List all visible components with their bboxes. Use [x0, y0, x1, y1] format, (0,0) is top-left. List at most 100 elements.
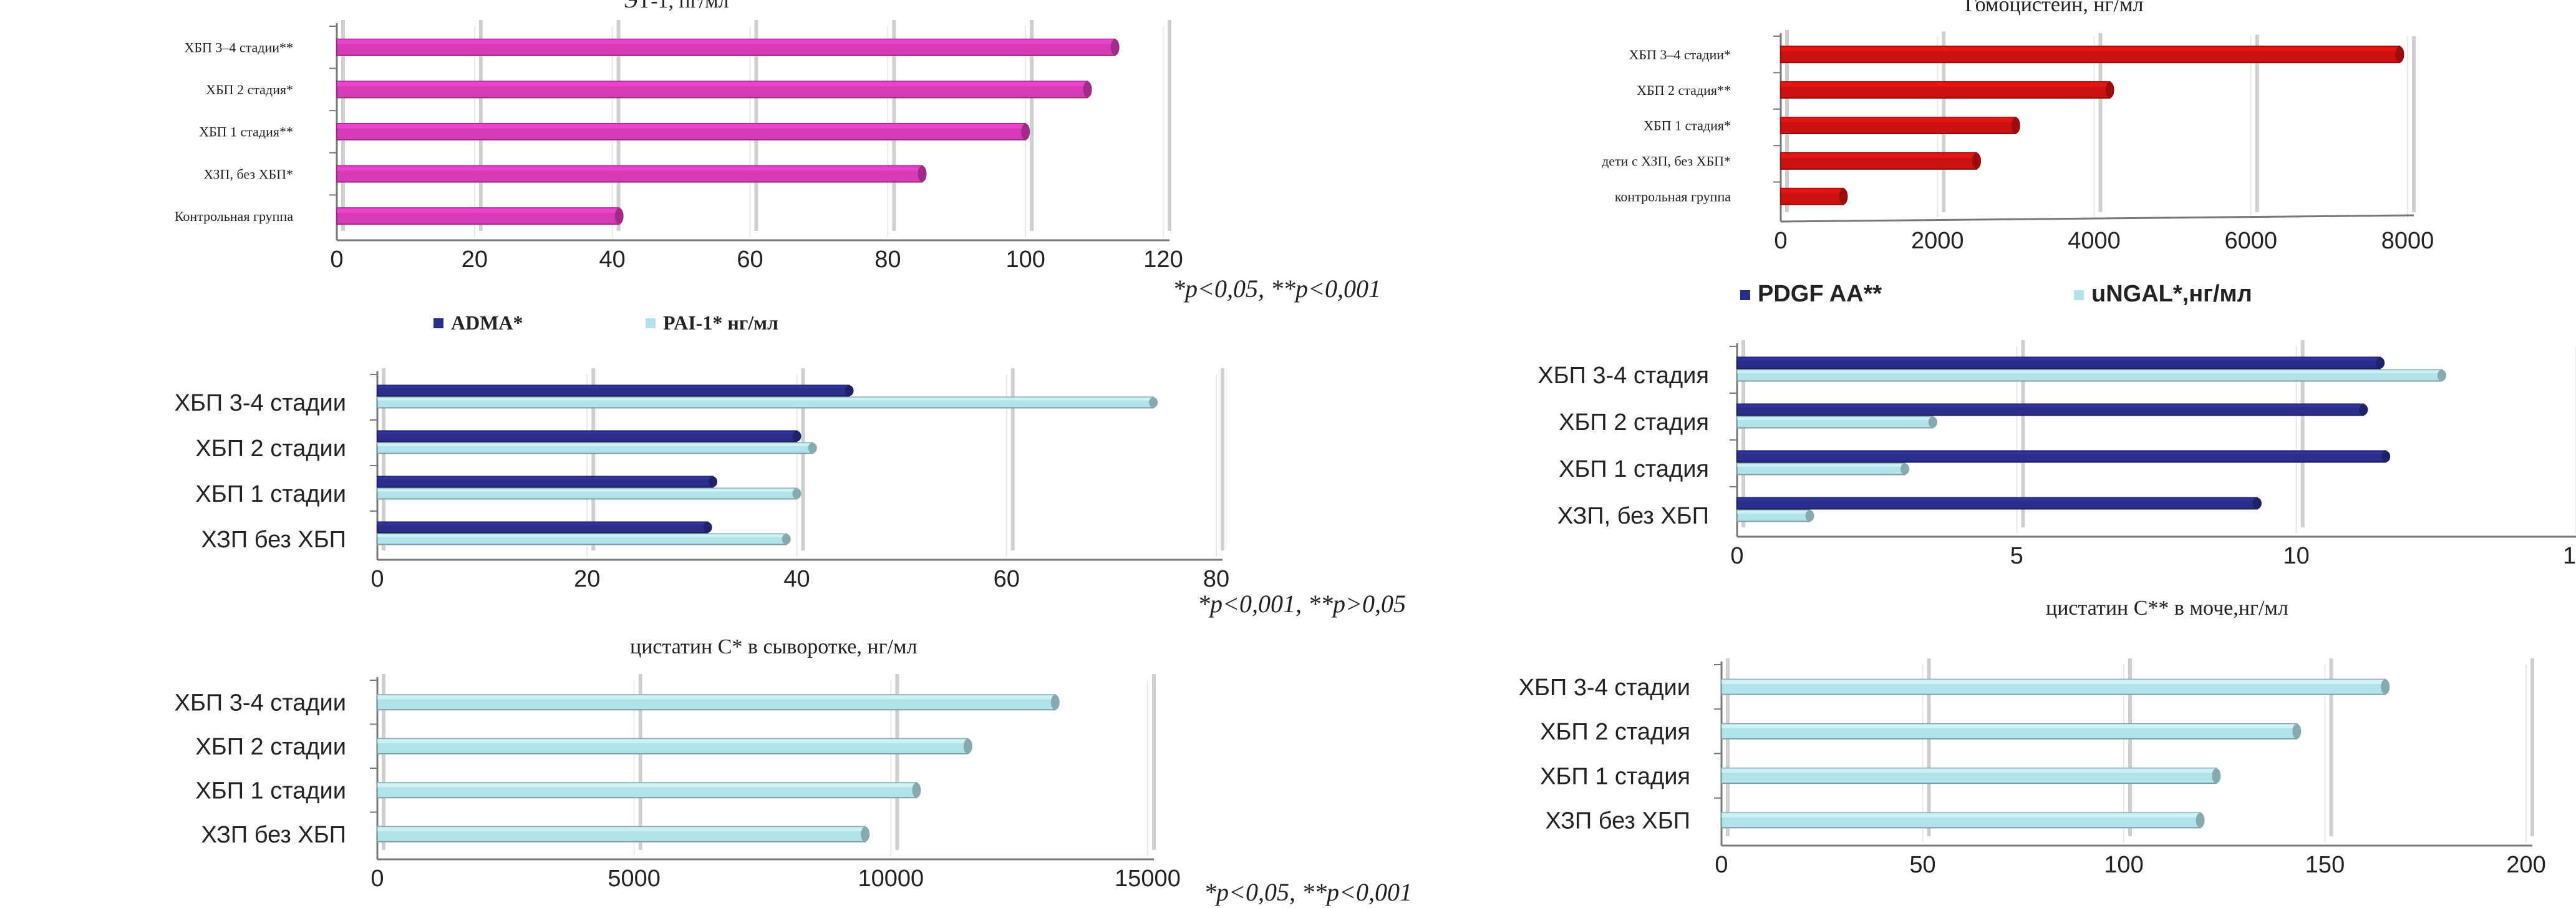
bar-highlight	[337, 208, 619, 213]
bar-highlight	[377, 534, 787, 537]
bar-end-cap	[1928, 416, 1937, 428]
bar-end-cap	[918, 165, 927, 182]
significance-note-1: *p<0,05, **p<0,001	[1173, 275, 1381, 303]
category-label: ХБП 3-4 стадия	[1537, 363, 1709, 389]
x-tick-label: 100	[1005, 247, 1045, 273]
bar-highlight	[1721, 813, 2201, 818]
legend-label: PDGF AA**	[1758, 281, 1882, 307]
chart-c5: 0 5000 10000 15000 ХБП 3-4 стадии ХБП 2 стади…	[175, 635, 1181, 892]
x-tick-label: 60	[994, 566, 1020, 592]
x-tick-label: 40	[599, 247, 626, 273]
x-tick-label: 0	[330, 247, 343, 273]
legend-swatch	[2074, 290, 2084, 300]
x-tick-label: 6000	[2224, 228, 2277, 254]
significance-note-2: *p<0,001, **p>0,05	[1198, 590, 1406, 618]
category-label: ХБП 3-4 стадии	[1519, 675, 1690, 701]
bar-end-cap	[2252, 497, 2262, 509]
category-label: контрольная группа	[1615, 189, 1731, 205]
bar-highlight	[1737, 451, 2386, 454]
bar-end-cap	[1149, 397, 1158, 408]
category-label: дети с ХЗП, без ХБП*	[1602, 154, 1731, 169]
x-tick-label: 5	[2010, 543, 2023, 569]
bar-end-cap	[792, 488, 801, 499]
x-tick-label: 15000	[1115, 866, 1181, 892]
x-tick-label: 0	[370, 566, 384, 592]
bar-end-cap	[2437, 369, 2446, 381]
chart-title: цистатин С** в моче,нг/мл	[2046, 597, 2288, 620]
bar-end-cap	[2011, 117, 2020, 134]
bar-highlight	[1781, 46, 2400, 51]
category-label: ХБП 3–4 стадии*	[1629, 47, 1731, 62]
category-label: ХБП 2 стадия	[1559, 409, 1709, 436]
bar-highlight	[337, 165, 922, 171]
category-label: ХБП 1 стадия	[1559, 456, 1709, 482]
significance-note-3: *p<0,05, **p<0,001	[1204, 878, 1412, 906]
category-label: ХБП 1 стадии	[195, 778, 346, 804]
bar-end-cap	[2212, 768, 2221, 784]
legend-swatch	[433, 318, 443, 328]
legend-label: uNGAL*,нг/мл	[2091, 281, 2252, 307]
bar-end-cap	[1901, 463, 1909, 475]
bar-highlight	[1737, 510, 1810, 514]
bar-highlight	[1781, 188, 1844, 193]
x-tick-label: 2000	[1911, 228, 1964, 254]
bar-highlight	[377, 783, 917, 788]
category-label: ХБП 2 стадия	[1540, 719, 1690, 745]
bar-end-cap	[2105, 82, 2114, 99]
bar-highlight	[377, 826, 866, 831]
bar-end-cap	[703, 522, 712, 533]
bar-highlight	[1781, 82, 2110, 87]
category-label: ХБП 2 стадия**	[1637, 82, 1731, 98]
bar-highlight	[377, 522, 708, 525]
category-label: ХБП 1 стадия**	[199, 124, 293, 140]
bar-end-cap	[2196, 813, 2205, 828]
x-tick-label: 10	[2283, 543, 2310, 569]
bar-end-cap	[782, 534, 791, 545]
x-tick-label: 0	[370, 866, 384, 892]
x-tick-label: 120	[1143, 247, 1183, 273]
bar-end-cap	[1805, 510, 1814, 522]
x-tick-label: 0	[1774, 228, 1787, 254]
category-label: ХЗП, без ХБП*	[203, 166, 293, 182]
category-label: ХБП 1 стадия	[1540, 763, 1690, 789]
chart-c1: 0 20 40 60 80 100 120 ХБП 3–4 стадии** ХБП 2 ста…	[175, 0, 1183, 273]
bar-end-cap	[2359, 404, 2368, 416]
chart-c3: 0 20 40 60 80 ХБП 3-4 стадии ХБП 2 стадии ХБП 1…	[175, 311, 1230, 592]
bar-end-cap	[1050, 695, 1060, 710]
x-tick-label: 0	[1715, 852, 1728, 878]
chart-c2: 0 2000 4000 6000 8000 ХБП 3–4 стадии* ХБП 2 ст…	[1602, 0, 2434, 254]
x-tick-label: 15	[2563, 543, 2576, 569]
bar-highlight	[1737, 357, 2381, 361]
x-tick-label: 20	[462, 247, 488, 273]
bar-highlight	[377, 738, 968, 743]
bar-highlight	[1781, 152, 1977, 158]
x-tick-label: 5000	[608, 866, 661, 892]
bar-end-cap	[2292, 723, 2302, 739]
bar-end-cap	[2376, 357, 2385, 369]
bar-end-cap	[963, 738, 972, 754]
x-axis-line	[1780, 214, 2414, 223]
category-label: ХБП 3-4 стадии	[175, 390, 346, 416]
bar-highlight	[377, 488, 797, 492]
bar-end-cap	[1083, 81, 1092, 98]
bar-highlight	[1737, 404, 2364, 408]
category-label: ХБП 1 стадия*	[1644, 118, 1731, 134]
bar-end-cap	[1110, 39, 1120, 56]
x-tick-label: 50	[1909, 852, 1935, 878]
x-tick-label: 150	[2305, 852, 2345, 878]
bar-end-cap	[2395, 46, 2404, 63]
legend-swatch	[1740, 290, 1750, 300]
bar-end-cap	[792, 431, 801, 442]
x-tick-label: 200	[2506, 852, 2545, 878]
bar-end-cap	[861, 826, 870, 842]
bar-highlight	[1721, 723, 2297, 729]
bar-end-cap	[709, 476, 717, 487]
category-label: ХЗП без ХБП	[201, 527, 346, 553]
bar-highlight	[337, 81, 1088, 87]
bar-end-cap	[1839, 188, 1848, 205]
category-label: ХБП 2 стадия*	[206, 82, 293, 97]
bar-highlight	[1721, 768, 2217, 773]
bar-highlight	[377, 397, 1154, 401]
bar-end-cap	[808, 442, 817, 454]
